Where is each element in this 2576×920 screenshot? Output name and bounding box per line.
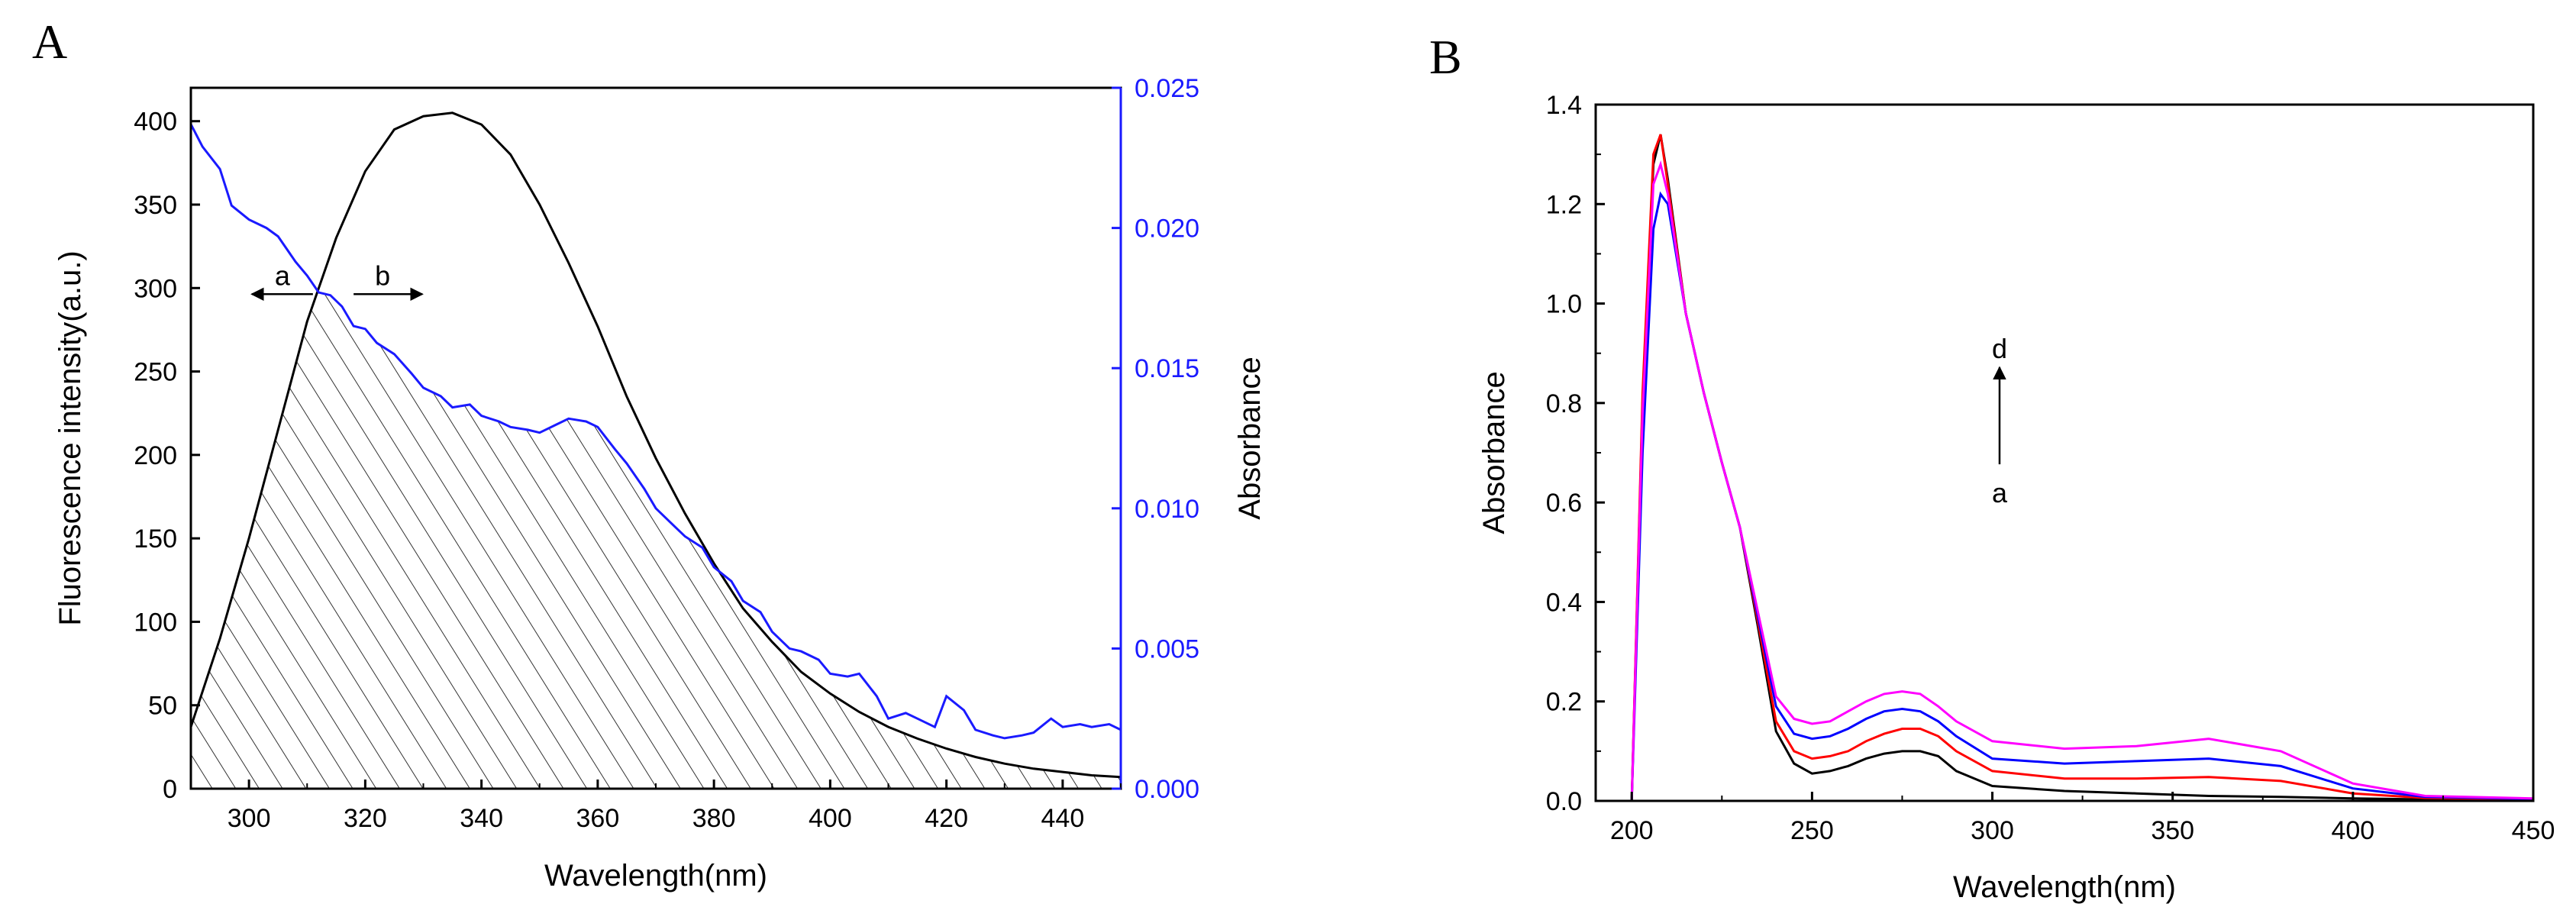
x-tick-label: 250 bbox=[1790, 816, 1834, 845]
y-tick-label: 0.6 bbox=[1546, 489, 1582, 518]
annotation-a: a bbox=[1992, 477, 2008, 508]
y-tick-label: 50 bbox=[148, 692, 177, 721]
x-tick-label: 420 bbox=[925, 804, 968, 833]
x-axis-title-a: Wavelength(nm) bbox=[544, 859, 767, 893]
y2-axis-title-a: Absorbance bbox=[1233, 357, 1267, 519]
y-tick-label: 250 bbox=[134, 358, 177, 387]
series-line-fluorescence bbox=[191, 111, 1121, 779]
y2-tick-label: 0.000 bbox=[1135, 775, 1199, 804]
y-tick-label: 200 bbox=[134, 441, 177, 470]
y-tick-label: 0.8 bbox=[1546, 389, 1582, 418]
y-tick-label: 300 bbox=[134, 274, 177, 303]
y-tick-label: 0.4 bbox=[1546, 588, 1582, 617]
chart-a: 300 320 340 360 380 400 420 440 0 50 100 150 200 250… bbox=[53, 74, 1267, 893]
y-tick-label: 350 bbox=[134, 191, 177, 220]
y-tick-label: 100 bbox=[134, 608, 177, 637]
y-tick-label: 0.2 bbox=[1546, 688, 1582, 717]
chart-b: 200 250 300 350 400 450 0.0 0.2 0.4 0.6 0.8 1.0 1.2… bbox=[1477, 91, 2555, 904]
y2-tick-label: 0.005 bbox=[1135, 634, 1199, 663]
series-line-c bbox=[1630, 191, 2533, 801]
x-tick-label: 400 bbox=[2331, 816, 2374, 845]
annotation-b: b bbox=[375, 260, 390, 291]
x-tick-label: 400 bbox=[809, 804, 852, 833]
y-tick-label: 1.2 bbox=[1546, 190, 1582, 219]
x-tick-label: 340 bbox=[460, 804, 503, 833]
series-line-b bbox=[1630, 134, 2533, 801]
y-tick-label: 1.4 bbox=[1546, 91, 1582, 120]
x-axis-title-b: Wavelength(nm) bbox=[1953, 870, 2176, 904]
x-tick-label: 450 bbox=[2512, 816, 2555, 845]
annotation-d: d bbox=[1992, 333, 2007, 364]
y-axis-title-b: Absorbance bbox=[1477, 371, 1511, 534]
series-line-a bbox=[1630, 134, 2533, 801]
panel-label-b: B bbox=[1429, 30, 1462, 84]
x-tick-label: 380 bbox=[692, 804, 736, 833]
y2-tick-label: 0.015 bbox=[1135, 354, 1199, 383]
plot-frame-b bbox=[1594, 103, 2535, 802]
x-tick-label: 320 bbox=[344, 804, 387, 833]
y-axis-title-a: Fluorescence intensity(a.u.) bbox=[53, 250, 87, 625]
y-tick-label: 1.0 bbox=[1546, 290, 1582, 319]
y-tick-label: 0.0 bbox=[1546, 787, 1582, 816]
y2-tick-label: 0.010 bbox=[1135, 495, 1199, 524]
annotation-a: a bbox=[275, 260, 291, 291]
x-tick-label: 440 bbox=[1041, 804, 1085, 833]
y2-tick-label: 0.020 bbox=[1135, 215, 1199, 244]
y-tick-label: 150 bbox=[134, 525, 177, 554]
x-tick-label: 300 bbox=[228, 804, 271, 833]
y-tick-label: 0 bbox=[163, 775, 177, 804]
x-tick-label: 300 bbox=[1971, 816, 2014, 845]
x-tick-label: 350 bbox=[2151, 816, 2194, 845]
panel-label-a: A bbox=[32, 15, 67, 69]
overlap-hatch-region bbox=[191, 292, 1121, 789]
x-tick-label: 200 bbox=[1610, 816, 1654, 845]
y-tick-label: 400 bbox=[134, 108, 177, 137]
series-line-d bbox=[1630, 160, 2533, 801]
x-tick-label: 360 bbox=[576, 804, 620, 833]
y2-tick-label: 0.025 bbox=[1135, 74, 1199, 103]
series-line-absorbance bbox=[191, 124, 1121, 740]
